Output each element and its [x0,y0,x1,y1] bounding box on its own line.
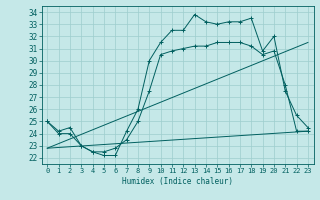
X-axis label: Humidex (Indice chaleur): Humidex (Indice chaleur) [122,177,233,186]
